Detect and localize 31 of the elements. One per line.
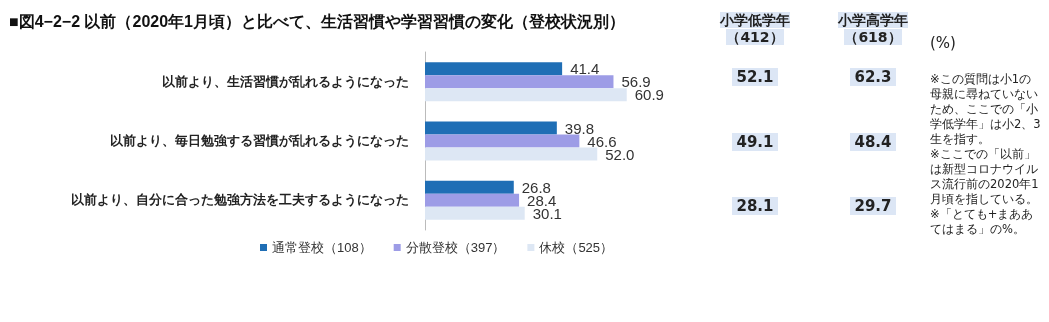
text: (%) bbox=[930, 34, 956, 52]
bar bbox=[425, 62, 563, 76]
text: 49.1 bbox=[732, 133, 778, 151]
bar bbox=[425, 134, 580, 148]
legend-label: 分散登校（397） bbox=[405, 240, 506, 255]
data-label: 39.8 bbox=[564, 119, 595, 137]
y-tick-label: 以前より、生活習慣が乱れるようになった bbox=[162, 74, 409, 89]
bar bbox=[425, 206, 525, 220]
legend-label: 通常登校（108） bbox=[272, 240, 372, 255]
bar bbox=[425, 75, 614, 89]
bar bbox=[425, 193, 520, 207]
text: 小学低学年（412） bbox=[720, 12, 790, 45]
y-tick-label: 以前より、自分に合った勉強方法を工夫するようになった bbox=[71, 192, 409, 208]
chart-title: ■図4−2−2 以前（2020年1月頃）と比べて、生活習慣や学習習慣の変化（登校状況別） bbox=[9, 11, 625, 31]
bar bbox=[425, 121, 557, 135]
bar bbox=[425, 88, 627, 102]
text: 48.4 bbox=[850, 133, 896, 151]
bar bbox=[425, 147, 598, 161]
text: ※ここでの「以前」は新型コロナウイルス流行前の2020年1月頃を指している。 bbox=[930, 147, 1039, 206]
data-label: 26.8 bbox=[521, 178, 551, 196]
y-tick-label: 以前より、毎日勉強する習慣が乱れるようになった bbox=[110, 133, 409, 148]
text: 52.1 bbox=[732, 68, 778, 86]
bar bbox=[425, 180, 514, 194]
text: 小学高学年（618） bbox=[838, 12, 908, 45]
text: ※「とても+まああてはまる」の%。 bbox=[930, 207, 1034, 236]
data-label: 41.4 bbox=[570, 60, 600, 78]
text: 29.7 bbox=[850, 197, 896, 215]
text: ※この質問は小1の母親に尋ねていないため、ここでの「小学低学年」は小2、3生を指す。 bbox=[930, 72, 1041, 146]
text: 28.1 bbox=[732, 197, 778, 215]
legend-label: 休校（525） bbox=[539, 240, 614, 255]
text: 62.3 bbox=[850, 68, 896, 86]
